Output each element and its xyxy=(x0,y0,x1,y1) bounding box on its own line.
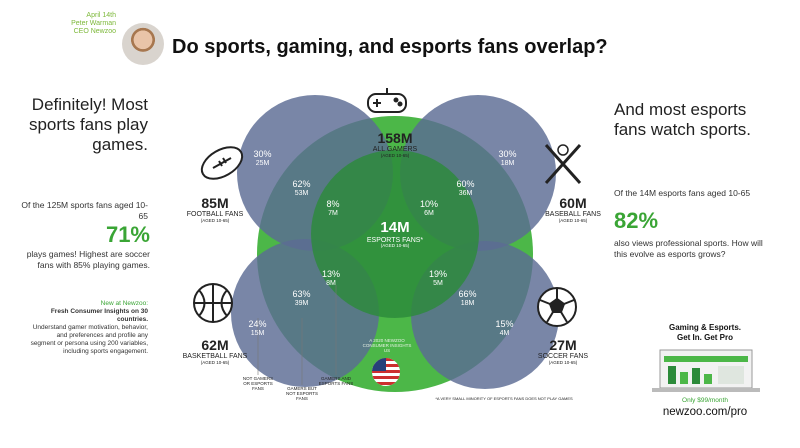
basketball-esports-pct: 13% xyxy=(321,269,340,279)
soccer-not-gamers-pct: 15% xyxy=(495,319,514,329)
gamers-label: 158M ALL GAMERS (AGED 10-65) xyxy=(345,130,445,159)
soccer-gamers-n: 18M xyxy=(460,299,475,307)
pro-price: Only $99/month xyxy=(682,397,728,404)
left-headline: Definitely! Most sports fans play games. xyxy=(28,95,148,154)
get-pro-line2: Get In. Get Pro xyxy=(676,333,733,342)
football-fans-label: 85M FOOTBALL FANS (AGED 10-65) xyxy=(180,195,250,224)
baseball-value: 60M xyxy=(559,195,587,211)
soccer-gamers-pct: 66% xyxy=(458,289,477,299)
soccer-fans-label: 27M SOCCER FANS (AGED 10-65) xyxy=(528,337,598,366)
football-not-gamers: 30% 25M xyxy=(245,149,280,168)
football-esports-n: 7M xyxy=(328,209,338,217)
football-not-gamers-n: 25M xyxy=(255,159,270,167)
soccer-ball-icon xyxy=(537,287,577,327)
promo-body: Understand gamer motivation, behavior, a… xyxy=(30,324,148,355)
promo-new-label: New at Newzoo: xyxy=(100,300,148,307)
basketball-gamers-n: 39M xyxy=(294,299,309,307)
esports-name: ESPORTS FANS* xyxy=(366,236,424,244)
football-not-gamers-pct: 30% xyxy=(253,149,272,159)
basketball-not-gamers-n: 15M xyxy=(250,329,265,337)
soccer-gamers: 66% 18M xyxy=(450,289,485,308)
byline-author: Peter Warman xyxy=(71,20,116,27)
gamers-value: 158M xyxy=(377,130,413,146)
basketball-name: BASKETBALL FANS xyxy=(182,353,248,361)
get-pro-title: Gaming & Esports. Get In. Get Pro xyxy=(640,323,770,343)
soccer-name: SOCCER FANS xyxy=(537,353,589,361)
esports-value: 14M xyxy=(380,219,410,236)
gamepad-icon xyxy=(367,88,407,113)
us-flag-icon xyxy=(372,358,400,386)
page-title: Do sports, gaming, and esports fans over… xyxy=(172,36,608,58)
baseball-esports: 10% 6M xyxy=(413,199,445,218)
gamers-age: (AGED 10-65) xyxy=(380,153,410,159)
right-headline: And most esports fans watch sports. xyxy=(614,100,752,139)
soccer-not-gamers-n: 4M xyxy=(499,329,510,337)
esports-label: 14M ESPORTS FANS* (AGED 10-65) xyxy=(355,219,435,249)
baseball-not-gamers-pct: 30% xyxy=(498,149,517,159)
baseball-not-gamers-n: 18M xyxy=(500,159,515,167)
us-consumer-insights-note: A 2020 NEWZOO CONSUMER INSIGHTS US xyxy=(362,338,412,353)
baseball-esports-n: 6M xyxy=(424,209,434,217)
football-gamers-pct: 62% xyxy=(292,179,311,189)
legend-not-gamers: NOT GAMERS OR ESPORTS FANS xyxy=(242,376,274,391)
basketball-age: (AGED 10-65) xyxy=(200,360,230,366)
soccer-value: 27M xyxy=(549,337,577,353)
soccer-esports: 19% 5M xyxy=(422,269,454,288)
byline: April 14th Peter Warman CEO Newzoo xyxy=(36,12,116,36)
football-gamers: 62% 53M xyxy=(284,179,319,198)
football-name: FOOTBALL FANS xyxy=(186,211,244,219)
basketball-gamers-pct: 63% xyxy=(292,289,311,299)
legend-gamers-and-esports: GAMERS AND ESPORTS FANS xyxy=(318,376,354,386)
basketball-value: 62M xyxy=(201,337,229,353)
right-description: also views professional sports. How will… xyxy=(614,238,763,259)
football-esports: 8% 7M xyxy=(318,199,348,218)
promo-title: Fresh Consumer Insights on 30 countries. xyxy=(50,308,148,323)
baseball-esports-pct: 10% xyxy=(419,199,438,209)
baseball-not-gamers: 30% 18M xyxy=(490,149,525,168)
get-pro-line1: Gaming & Esports. xyxy=(668,323,741,332)
esports-age: (AGED 10-65) xyxy=(380,243,410,249)
pro-link[interactable]: newzoo.com/pro xyxy=(662,406,748,418)
soccer-not-gamers: 15% 4M xyxy=(487,319,522,338)
gamers-name: ALL GAMERS xyxy=(372,146,418,154)
basketball-not-gamers: 24% 15M xyxy=(240,319,275,338)
right-percentage: 82% xyxy=(614,208,659,233)
byline-role: CEO Newzoo xyxy=(73,28,116,35)
soccer-esports-n: 5M xyxy=(433,279,443,287)
legend-lines xyxy=(257,285,337,385)
laptop-icon xyxy=(652,349,760,392)
consumer-insights-promo: New at Newzoo: Fresh Consumer Insights o… xyxy=(30,300,148,356)
esports-circle xyxy=(311,150,479,318)
left-percentage: 71% xyxy=(105,222,150,247)
baseball-gamers-pct: 60% xyxy=(456,179,475,189)
basketball-esports: 13% 8M xyxy=(315,269,347,288)
basketball-fans-label: 62M BASKETBALL FANS (AGED 10-65) xyxy=(175,337,255,366)
football-age: (AGED 10-65) xyxy=(200,218,230,224)
basketball-esports-n: 8M xyxy=(326,279,336,287)
left-lead: Of the 125M sports fans aged 10-65 xyxy=(21,200,148,221)
soccer-age: (AGED 10-65) xyxy=(548,360,578,366)
football-value: 85M xyxy=(201,195,229,211)
baseball-age: (AGED 10-65) xyxy=(558,218,588,224)
baseball-gamers-n: 36M xyxy=(458,189,473,197)
baseball-name: BASEBALL FANS xyxy=(545,211,601,219)
footnote: *A VERY SMALL MINORITY OF ESPORTS FANS D… xyxy=(435,396,573,401)
basketball-icon xyxy=(193,283,233,323)
author-avatar xyxy=(122,23,164,65)
byline-date: April 14th xyxy=(86,12,116,19)
baseball-icon xyxy=(544,143,582,185)
soccer-esports-pct: 19% xyxy=(428,269,447,279)
football-icon xyxy=(200,146,244,180)
right-lead: Of the 14M esports fans aged 10-65 xyxy=(614,188,751,198)
basketball-gamers: 63% 39M xyxy=(284,289,319,308)
football-esports-pct: 8% xyxy=(326,199,340,209)
left-description: plays games! Highest are soccer fans wit… xyxy=(26,249,150,270)
basketball-not-gamers-pct: 24% xyxy=(248,319,267,329)
football-gamers-n: 53M xyxy=(294,189,309,197)
baseball-fans-label: 60M BASEBALL FANS (AGED 10-65) xyxy=(538,195,608,224)
legend-gamers-not-esports: GAMERS BUT NOT ESPORTS FANS xyxy=(285,386,319,401)
baseball-gamers: 60% 36M xyxy=(448,179,483,198)
